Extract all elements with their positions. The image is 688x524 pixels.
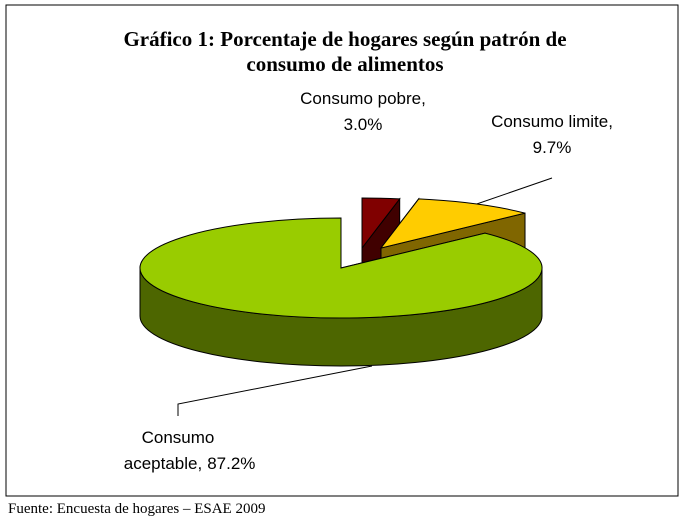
- leader-line: [177, 365, 373, 416]
- pie-slice: [139, 217, 543, 319]
- pie-slice: [361, 197, 401, 250]
- chart-title: Gráfico 1: Porcentaje de hogares según p…: [123, 27, 566, 76]
- slice-label: Consumo limite,: [491, 112, 613, 131]
- slice-label: Consumo aceptable,: [124, 428, 215, 473]
- pie-slice: [379, 198, 526, 249]
- source-note: Fuente: Encuesta de hogares – ESAE 2009: [8, 501, 265, 517]
- slice-value-label: 87.2%: [207, 454, 255, 473]
- leader-line: [467, 177, 553, 208]
- slice-value-label: 3.0%: [344, 115, 383, 134]
- slice-label: Consumo pobre,: [300, 89, 426, 108]
- chart-frame: [5, 4, 679, 497]
- slice-value-label: 9.7%: [533, 138, 572, 157]
